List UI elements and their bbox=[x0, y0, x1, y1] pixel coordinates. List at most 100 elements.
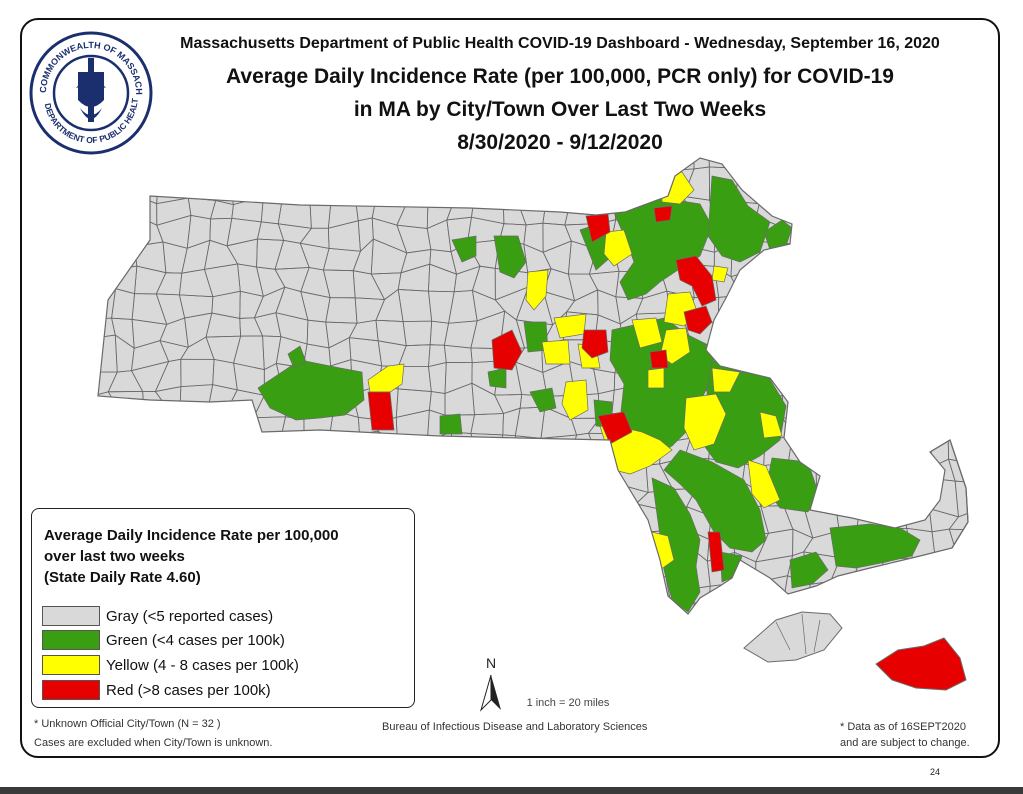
town-boundary bbox=[803, 363, 831, 391]
map-legend: Average Daily Incidence Rate per 100,000… bbox=[31, 508, 415, 708]
town-boundary bbox=[831, 263, 864, 291]
town-boundary bbox=[976, 508, 998, 540]
town-boundary bbox=[226, 171, 264, 206]
town-boundary bbox=[948, 387, 968, 412]
town-boundary bbox=[853, 575, 889, 609]
town-boundary bbox=[788, 288, 811, 324]
town-boundary bbox=[515, 158, 548, 180]
town-boundary bbox=[372, 484, 400, 510]
town-boundary bbox=[828, 363, 855, 391]
town-boundary bbox=[421, 581, 456, 612]
town-boundary bbox=[900, 288, 932, 325]
town-boundary bbox=[785, 158, 818, 179]
town-boundary bbox=[853, 342, 883, 373]
town-boundary bbox=[636, 609, 673, 614]
town-boundary bbox=[476, 457, 498, 493]
town-boundary bbox=[182, 454, 213, 493]
town-boundary bbox=[813, 193, 834, 229]
town-boundary bbox=[477, 553, 494, 587]
town-boundary bbox=[594, 506, 624, 535]
town-boundary bbox=[612, 503, 643, 534]
town-boundary bbox=[155, 158, 190, 178]
town-boundary bbox=[98, 433, 119, 465]
town-boundary bbox=[766, 340, 791, 365]
map-title-line-2: in MA by City/Town Over Last Two Weeks bbox=[353, 98, 767, 121]
legend-item-yellow: Yellow (4 - 8 cases per 100k) bbox=[42, 654, 299, 676]
town-boundary bbox=[853, 479, 887, 507]
town-boundary bbox=[976, 530, 1001, 554]
town-boundary bbox=[975, 289, 997, 313]
town-boundary bbox=[98, 216, 115, 244]
town-boundary bbox=[398, 454, 431, 489]
town-boundary bbox=[275, 178, 311, 205]
town-boundary bbox=[98, 166, 116, 205]
town-boundary bbox=[613, 171, 640, 199]
town-boundary bbox=[98, 195, 116, 219]
town-boundary bbox=[137, 431, 167, 463]
town-boundary bbox=[347, 158, 385, 179]
town-boundary bbox=[978, 362, 1003, 396]
town-boundary bbox=[563, 456, 599, 483]
town-boundary bbox=[348, 170, 385, 204]
town-boundary bbox=[978, 483, 998, 517]
town-boundary bbox=[394, 168, 430, 200]
town-boundary bbox=[931, 385, 962, 419]
town-boundary bbox=[781, 361, 805, 397]
town-boundary bbox=[98, 412, 122, 441]
town-boundary bbox=[521, 534, 549, 556]
town-boundary bbox=[948, 582, 968, 613]
town-boundary bbox=[545, 502, 575, 536]
town-boundary bbox=[926, 262, 953, 295]
town-boundary bbox=[853, 288, 879, 321]
town-boundary bbox=[732, 582, 759, 606]
town-boundary bbox=[112, 196, 139, 219]
footer-unknown-town-note: * Unknown Official City/Town (N = 32 ) bbox=[34, 718, 221, 730]
town-boundary bbox=[491, 480, 529, 509]
town-boundary bbox=[929, 609, 951, 614]
town-boundary bbox=[324, 158, 361, 179]
town-boundary bbox=[811, 433, 842, 469]
town-boundary bbox=[802, 158, 834, 178]
page-bottom-bar bbox=[0, 787, 1023, 794]
town-boundary bbox=[930, 315, 959, 342]
town-boundary bbox=[707, 604, 741, 614]
town-boundary bbox=[854, 215, 888, 251]
town-boundary bbox=[755, 158, 789, 174]
footer-disclaimer: and are subject to change. bbox=[840, 737, 970, 749]
town-boundary bbox=[525, 465, 548, 483]
town-boundary bbox=[827, 244, 864, 269]
town-boundary bbox=[900, 262, 933, 295]
town-boundary bbox=[780, 243, 807, 277]
marthas-vineyard-towns bbox=[775, 613, 821, 655]
page-number: 24 bbox=[930, 767, 941, 777]
map-title-line-1: Average Daily Incidence Rate (per 100,00… bbox=[226, 65, 894, 88]
town-boundary bbox=[424, 158, 453, 180]
legend-swatch-gray bbox=[42, 606, 100, 626]
town-boundary bbox=[732, 599, 769, 614]
town-boundary bbox=[545, 168, 576, 206]
town-boundary bbox=[492, 531, 530, 555]
legend-swatch-red bbox=[42, 680, 100, 700]
town-boundary bbox=[785, 337, 812, 372]
town-boundary bbox=[588, 579, 620, 611]
town-boundary bbox=[972, 171, 1002, 201]
town-boundary bbox=[929, 409, 950, 439]
town-boundary bbox=[804, 288, 837, 324]
town-boundary bbox=[976, 552, 1001, 586]
town-boundary bbox=[329, 432, 361, 467]
town-boundary bbox=[471, 531, 500, 559]
town-boundary bbox=[98, 269, 117, 296]
town-boundary bbox=[563, 577, 593, 612]
town-boundary bbox=[876, 288, 906, 325]
town-boundary bbox=[205, 406, 241, 436]
town-boundary bbox=[612, 531, 645, 555]
town-boundary bbox=[901, 217, 929, 250]
town-boundary bbox=[527, 480, 553, 509]
town-boundary bbox=[902, 437, 934, 468]
town-boundary bbox=[829, 338, 862, 365]
town-boundary bbox=[468, 158, 498, 180]
town-boundary bbox=[856, 192, 889, 221]
town-boundary bbox=[828, 387, 859, 421]
legend-item-green: Green (<4 cases per 100k) bbox=[42, 629, 285, 651]
town-boundary bbox=[974, 411, 1008, 433]
